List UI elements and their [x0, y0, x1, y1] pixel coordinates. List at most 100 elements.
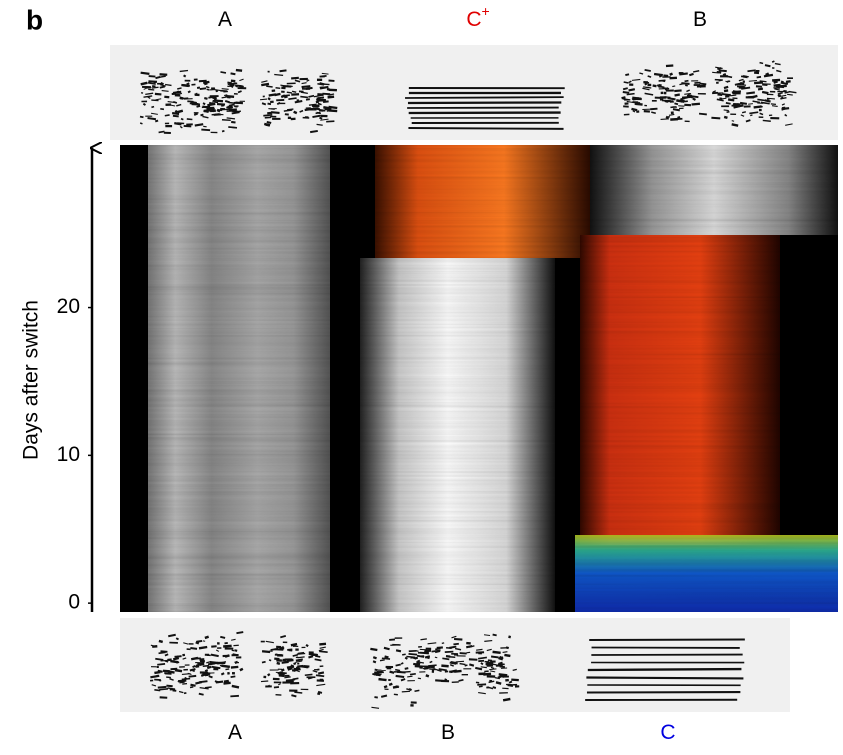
spectrogram-stroke	[731, 90, 735, 94]
spectrogram-stroke	[150, 674, 160, 679]
spectrogram-stroke	[158, 651, 166, 655]
spectrogram-stroke	[392, 685, 399, 689]
spectrogram-stroke	[312, 104, 319, 108]
spectrogram-stroke	[379, 659, 385, 662]
spectrogram-stroke	[264, 116, 272, 119]
spectrogram-stroke	[230, 694, 239, 698]
spectrogram-stroke	[286, 665, 295, 669]
spectrogram-stroke	[764, 99, 771, 103]
spectrogram-stroke	[464, 664, 468, 667]
spectrogram-stroke	[142, 102, 146, 106]
spectrogram-stroke	[202, 115, 209, 119]
spectrogram-stroke	[231, 649, 235, 652]
spectrogram-stroke	[444, 650, 454, 654]
label-text: C	[660, 721, 675, 744]
spectrogram-stroke	[741, 111, 747, 114]
spectrogram-stroke	[316, 123, 323, 126]
spectrogram-stroke	[691, 102, 701, 106]
spectrogram-stroke	[278, 683, 281, 686]
spectrogram-stroke	[665, 115, 669, 119]
spectrogram-stroke	[749, 111, 759, 115]
spectrogram-stroke	[475, 666, 483, 671]
spectrogram-stroke	[495, 681, 502, 685]
spectrogram-stroke	[204, 635, 210, 640]
spectrogram-stroke	[200, 673, 205, 677]
spectrogram-stroke	[424, 655, 431, 659]
spectrogram-stroke	[293, 110, 298, 115]
spectrogram-stroke	[664, 87, 669, 91]
spectrogram-stroke	[319, 646, 326, 649]
spectrogram-stroke	[663, 74, 669, 77]
spectrogram-stroke	[192, 665, 196, 669]
spectrogram-stroke	[292, 677, 299, 681]
spectrogram-stroke	[291, 694, 297, 698]
spectrogram-stroke	[693, 70, 700, 73]
spectrogram-stroke	[380, 694, 388, 698]
spectrogram-stroke	[748, 79, 758, 82]
spectrogram-stroke	[267, 684, 270, 688]
spectrogram-stroke	[203, 80, 210, 85]
spectrogram-stroke	[210, 653, 219, 658]
y-axis-label: Days after switch	[20, 300, 43, 460]
spectrogram-stroke	[508, 635, 512, 639]
spectrogram-stroke	[745, 119, 751, 123]
spectrogram-stroke	[321, 72, 329, 75]
spectrogram-stroke	[215, 649, 220, 652]
spectrogram-stroke	[435, 679, 444, 682]
spectrogram-stroke	[206, 88, 210, 91]
spectrogram-stroke	[738, 78, 744, 82]
spectrogram-stroke	[151, 684, 157, 687]
spectrogram-stroke	[716, 70, 722, 74]
spectrogram-stroke	[227, 105, 234, 110]
spectrogram-stroke	[216, 108, 221, 113]
spectrogram-stroke	[147, 82, 156, 85]
spectrogram-stroke	[159, 688, 169, 691]
spectrogram-stroke	[158, 639, 164, 644]
spectrogram-stroke	[484, 639, 493, 642]
spectrogram-stroke	[722, 73, 727, 77]
spectrogram-stroke	[628, 88, 636, 92]
spectrogram-stroke	[189, 686, 194, 689]
spectrogram-stroke	[384, 655, 389, 659]
spectrogram-stroke	[318, 648, 324, 652]
spectrogram-stroke	[189, 668, 196, 672]
spectrogram-stroke	[691, 95, 699, 99]
spectrogram-stroke	[157, 662, 166, 666]
spectrogram-stroke	[305, 86, 313, 90]
spectrogram-stroke	[259, 98, 268, 101]
label-text: B	[693, 8, 707, 31]
spectrogram-stroke	[723, 89, 729, 93]
spectrogram-stroke	[760, 101, 770, 105]
spectrogram-stroke	[284, 676, 291, 679]
spectrogram-stroke	[312, 669, 318, 673]
spectrogram-stroke	[661, 99, 671, 102]
spectrogram-stroke	[276, 101, 281, 105]
spectrogram-stroke	[668, 113, 675, 116]
spectrogram-stroke	[320, 118, 329, 121]
spectrogram-stroke	[428, 664, 437, 667]
spectrogram-stroke	[293, 662, 297, 665]
spectrogram-stroke	[291, 76, 299, 80]
spectrogram-stroke	[164, 95, 170, 99]
spectrogram-stroke	[757, 87, 764, 91]
spectrogram-stroke	[409, 673, 416, 676]
spectrogram-stroke	[230, 665, 239, 669]
spectrogram-stroke	[425, 674, 430, 678]
spectrogram-stroke	[200, 113, 204, 117]
spectrogram-stroke	[752, 100, 761, 104]
spectrogram-stroke	[168, 633, 176, 638]
spectrogram-stroke	[764, 64, 771, 68]
spectrogram-stroke	[441, 664, 449, 668]
spectrogram-stroke	[164, 114, 170, 117]
spectrogram-stroke	[778, 94, 787, 98]
spectrogram-stroke	[383, 685, 388, 689]
spectrogram-stroke	[454, 669, 462, 673]
spectrogram-stroke	[148, 88, 155, 91]
spectrogram-stroke	[295, 660, 303, 663]
spectrogram-stroke	[317, 82, 325, 86]
spectrogram-stroke	[395, 668, 401, 672]
spectrogram-stroke	[781, 103, 786, 106]
spectrogram-stroke	[776, 69, 782, 73]
spectrogram-stroke	[395, 649, 402, 653]
spectrogram-stroke	[164, 653, 169, 657]
